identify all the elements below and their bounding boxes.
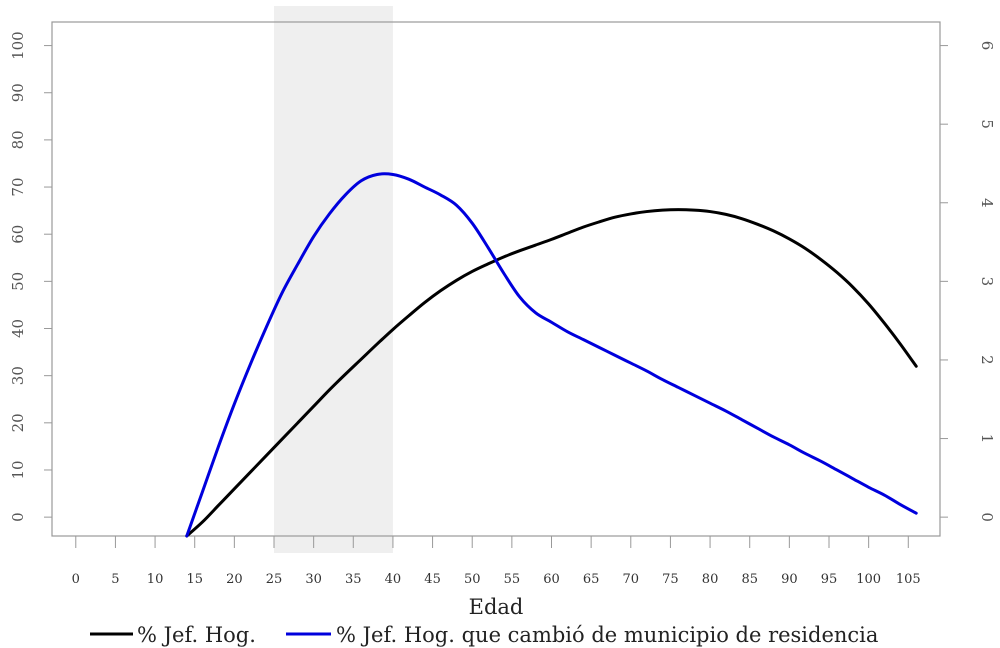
x-tick-label: 0: [72, 572, 80, 587]
series-line-jef-hog-cambio-municipio: [185, 172, 918, 538]
legend-label: % Jef. Hog. que cambió de municipio de r…: [336, 623, 878, 647]
x-tick-label: 5: [111, 572, 119, 587]
series-line-jef-hog: [185, 208, 918, 538]
legend-label: % Jef. Hog.: [137, 623, 256, 647]
x-tick-label: 85: [741, 572, 758, 587]
left-tick-label: 10: [9, 460, 27, 479]
x-tick-label: 55: [504, 572, 521, 587]
plot-frame: [51, 21, 941, 537]
right-axis: 0 1 2 3 4 5 6: [940, 41, 996, 522]
left-tick-label: 80: [9, 130, 27, 149]
x-tick-label: 80: [702, 572, 719, 587]
x-tick-label: 60: [543, 572, 560, 587]
x-tick-label: 20: [226, 572, 243, 587]
right-tick-label: 1: [978, 434, 996, 444]
left-tick-label: 50: [9, 272, 27, 291]
right-tick-label: 5: [978, 119, 996, 129]
left-tick-label: 20: [9, 413, 27, 432]
right-tick-label: 2: [978, 355, 996, 365]
x-tick-label: 100: [856, 572, 881, 587]
x-axis: 0 5 10 15 20 25 30 35 40 45 50 55 60 65 70 75 80 85 90 95 10…: [72, 536, 921, 587]
left-tick-label: 100: [9, 31, 27, 60]
right-tick-label: 0: [978, 512, 996, 522]
left-tick-label: 70: [9, 177, 27, 196]
shaded-age-band: [274, 6, 393, 553]
right-tick-label: 4: [978, 198, 996, 208]
x-tick-label: 35: [345, 572, 362, 587]
shaded-region: [274, 6, 393, 553]
x-tick-label: 45: [424, 572, 441, 587]
x-tick-label: 65: [583, 572, 600, 587]
x-tick-label: 75: [662, 572, 679, 587]
x-tick-label: 15: [186, 572, 203, 587]
left-tick-label: 40: [9, 319, 27, 338]
left-axis: 0 10 20 30 40 50 60 70 80 90 100: [9, 31, 52, 522]
x-tick-label: 40: [385, 572, 402, 587]
x-tick-label: 105: [896, 572, 921, 587]
right-tick-label: 3: [978, 277, 996, 287]
left-tick-label: 60: [9, 225, 27, 244]
left-tick-label: 0: [9, 512, 27, 522]
x-axis-title: Edad: [469, 595, 524, 619]
x-tick-label: 95: [821, 572, 838, 587]
left-tick-label: 30: [9, 366, 27, 385]
right-tick-label: 6: [978, 41, 996, 51]
x-tick-label: 25: [266, 572, 283, 587]
x-tick-label: 70: [623, 572, 640, 587]
left-tick-label: 90: [9, 83, 27, 102]
x-tick-label: 30: [305, 572, 322, 587]
legend: % Jef. Hog. % Jef. Hog. que cambió de mun…: [90, 623, 878, 647]
x-tick-label: 10: [147, 572, 164, 587]
x-tick-label: 90: [781, 572, 798, 587]
x-tick-label: 50: [464, 572, 481, 587]
series-lines: [185, 172, 918, 538]
